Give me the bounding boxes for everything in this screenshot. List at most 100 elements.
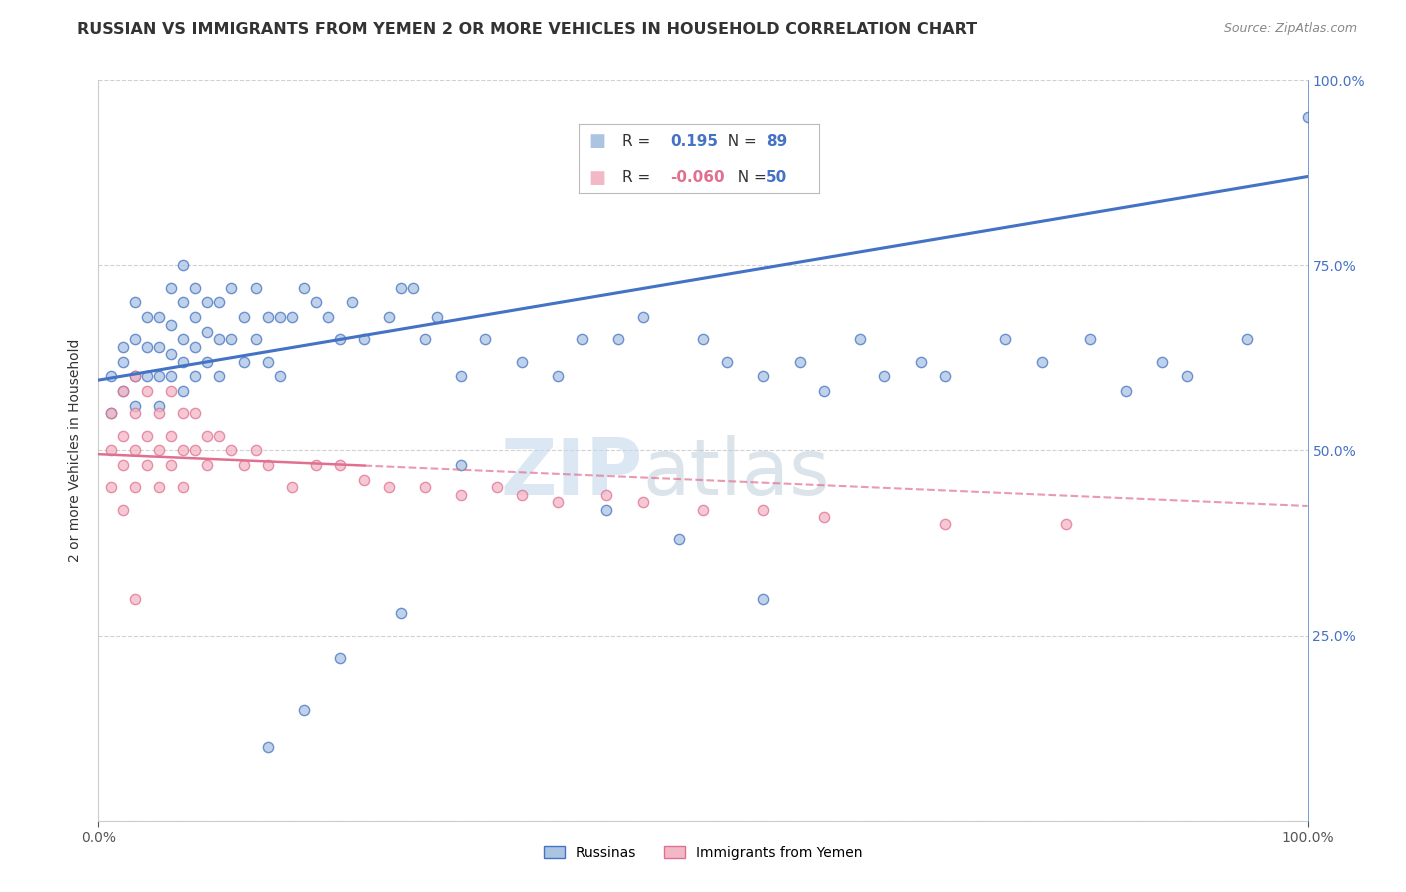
Point [111,428,134,442]
Point [849,332,872,346]
Point [148,340,170,354]
Point [135,369,157,384]
Point [994,332,1017,346]
Point [195,325,218,339]
Point [1236,332,1258,346]
Text: R =: R = [621,170,655,186]
Point [813,384,835,399]
Point [124,591,146,606]
Point [148,480,170,494]
Point [124,480,146,494]
Point [305,295,328,310]
Point [208,332,231,346]
Point [413,480,436,494]
Point [256,354,278,368]
Point [184,340,207,354]
Point [934,517,956,532]
Point [402,280,425,294]
Point [571,332,593,346]
Point [353,473,375,487]
Text: N =: N = [727,170,770,186]
Point [668,533,690,547]
Point [631,310,654,325]
Point [232,458,254,473]
Point [329,458,352,473]
Point [221,332,243,346]
Point [148,369,170,384]
Point [377,310,399,325]
Point [474,332,496,346]
Point [450,488,472,502]
Point [160,280,183,294]
Point [172,295,194,310]
Point [124,332,146,346]
Point [269,310,291,325]
Point [316,310,339,325]
Point [111,458,134,473]
Point [208,295,231,310]
Point [135,310,157,325]
Point [195,458,218,473]
Point [232,310,254,325]
Point [100,407,122,421]
Point [124,369,146,384]
Point [281,480,304,494]
Point [195,354,218,368]
Point [547,369,569,384]
Point [148,310,170,325]
Point [100,443,122,458]
Point [124,407,146,421]
Point [389,607,412,621]
Point [813,510,835,524]
Point [160,318,183,332]
Point [111,384,134,399]
Point [305,458,328,473]
Point [426,310,449,325]
Point [184,280,207,294]
Text: Source: ZipAtlas.com: Source: ZipAtlas.com [1223,22,1357,36]
Point [292,280,315,294]
Point [172,407,194,421]
Point [172,384,194,399]
Point [1078,332,1101,346]
Point [342,295,364,310]
Point [256,310,278,325]
Point [329,332,352,346]
Point [184,369,207,384]
Point [172,259,194,273]
Text: 50: 50 [766,170,787,186]
Point [256,458,278,473]
Point [752,591,775,606]
Point [413,332,436,346]
Point [124,443,146,458]
Point [1115,384,1137,399]
Point [245,332,267,346]
Point [172,443,194,458]
Point [1031,354,1053,368]
Legend: Russinas, Immigrants from Yemen: Russinas, Immigrants from Yemen [538,840,868,865]
Point [160,369,183,384]
Point [111,502,134,516]
Point [111,354,134,368]
Point [631,495,654,509]
Point [221,280,243,294]
Point [245,443,267,458]
Text: ■: ■ [589,169,606,186]
Point [148,407,170,421]
Text: atlas: atlas [643,434,830,511]
Point [1054,517,1077,532]
Point [256,739,278,754]
Point [160,347,183,361]
Point [292,703,315,717]
Text: 0.195: 0.195 [671,134,718,149]
Point [208,428,231,442]
Point [135,340,157,354]
Point [172,332,194,346]
Point [692,332,714,346]
Point [389,280,412,294]
Point [1296,111,1319,125]
Point [135,384,157,399]
Text: ZIP: ZIP [501,434,643,511]
Point [595,488,617,502]
Point [135,458,157,473]
